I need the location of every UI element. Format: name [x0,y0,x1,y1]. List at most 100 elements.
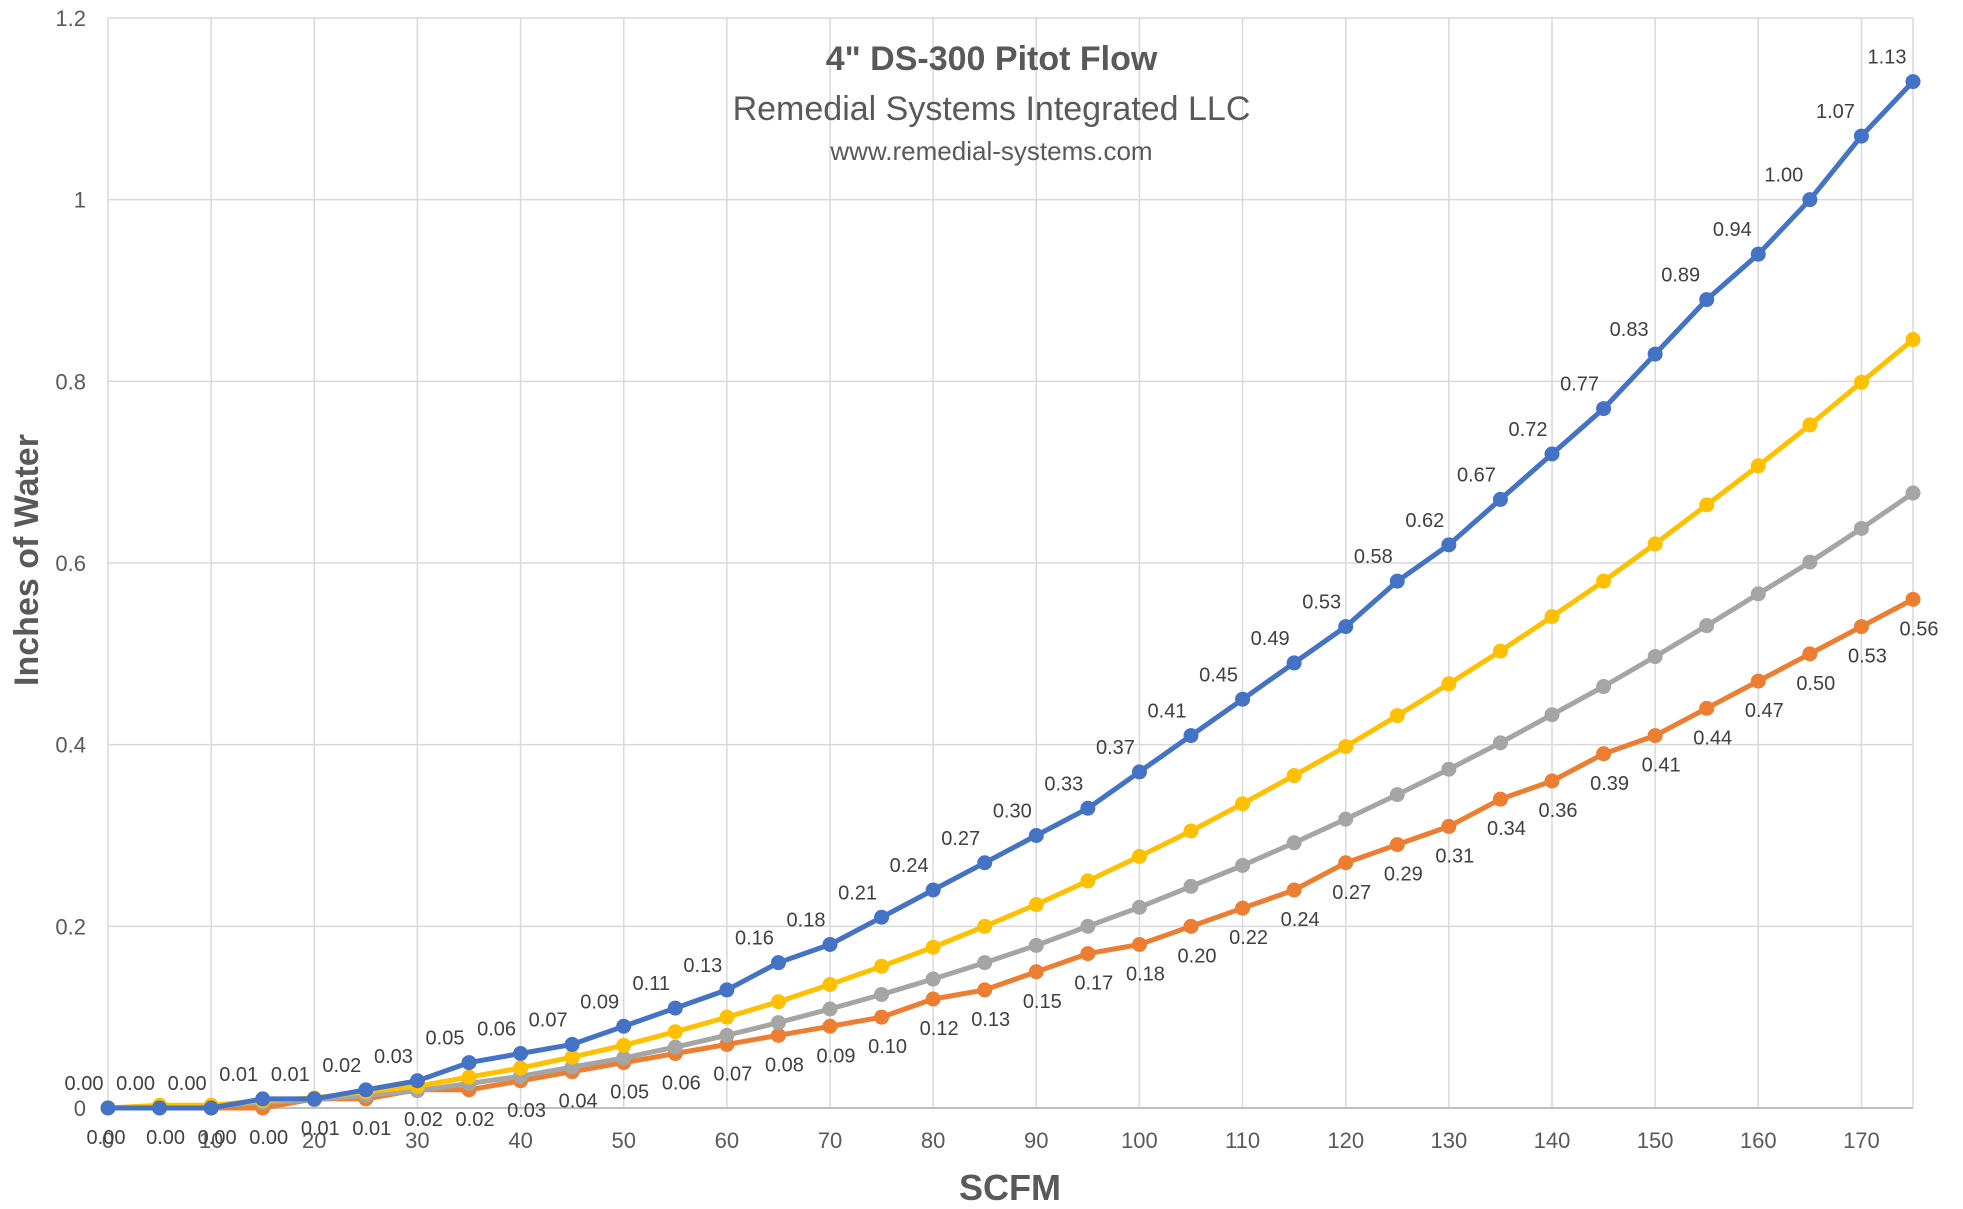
data-point [719,1027,735,1043]
data-label: 0.10 [868,1036,907,1058]
data-label: 0.04 [559,1091,598,1113]
data-label: 0.00 [198,1127,237,1149]
data-point [1750,458,1766,474]
data-point [1492,643,1508,659]
data-point [1338,738,1354,754]
data-point [1699,292,1715,308]
data-point [461,1055,477,1071]
data-point [1853,128,1869,144]
data-point [1183,728,1199,744]
data-point [1544,707,1560,723]
data-point [358,1082,374,1098]
data-point [1131,848,1147,864]
data-label: 0.00 [168,1073,207,1095]
data-label: 0.05 [610,1082,649,1104]
data-point [1389,708,1405,724]
series-line-3 [105,596,1916,1111]
data-label: 0.00 [65,1073,104,1095]
gridlines [107,17,1914,1109]
data-point [1699,497,1715,513]
data-point [1802,417,1818,433]
data-point [564,1049,580,1065]
data-point [1286,655,1302,671]
y-tick-label: 1 [74,188,86,213]
data-label: 0.30 [993,801,1032,823]
data-point [977,918,993,934]
data-point [616,1018,632,1034]
data-point [1235,691,1251,707]
data-point [1905,332,1921,348]
data-point [1905,591,1921,607]
data-point [1802,192,1818,208]
data-point [1338,811,1354,827]
data-label: 0.41 [1148,701,1187,723]
data-point [822,1001,838,1017]
x-tick-label: 10 [199,1128,223,1153]
x-tick-label: 90 [1024,1128,1048,1153]
x-tick-label: 80 [921,1128,945,1153]
x-tick-label: 110 [1225,1128,1260,1153]
x-tick-label: 160 [1740,1128,1777,1153]
data-label: 0.00 [249,1127,288,1149]
data-label: 0.01 [352,1118,391,1140]
data-point [822,976,838,992]
y-tick-label: 0.4 [55,733,86,758]
y-tick-label: 1.2 [55,6,86,31]
x-tick-label: 60 [715,1128,739,1153]
data-point [1647,728,1663,744]
data-label: 0.83 [1610,319,1649,341]
data-point [513,1046,529,1061]
data-point [1492,735,1508,751]
data-label: 0.37 [1096,737,1135,759]
data-point [203,1100,219,1116]
chart-title: 4" DS-300 Pitot Flow [825,40,1158,78]
data-label: 0.56 [1900,618,1939,640]
data-point [1750,246,1766,262]
data-label: 0.27 [1332,882,1371,904]
data-label: 0.22 [1229,927,1268,949]
series-line-2 [105,490,1916,1111]
data-point [977,955,993,971]
data-label: 0.44 [1693,727,1732,749]
data-point [925,882,941,898]
x-tick-label: 50 [611,1128,635,1153]
data-point [977,982,993,998]
data-point [1544,773,1560,789]
data-point [1544,609,1560,625]
data-label: 0.67 [1457,464,1496,486]
data-point [1853,619,1869,635]
data-point [874,958,890,974]
data-point [1596,401,1612,417]
data-label: 0.21 [838,882,877,904]
data-label: 0.34 [1487,818,1526,840]
y-tick-label: 0 [74,1096,86,1121]
data-point [616,1037,632,1053]
x-tick-label: 20 [302,1128,326,1153]
y-tick-label: 0.8 [55,369,86,394]
data-label: 0.00 [116,1073,155,1095]
data-point [1080,873,1096,889]
data-label: 0.00 [87,1127,126,1149]
data-label: 0.13 [971,1009,1010,1031]
data-point [1131,937,1147,952]
data-label: 0.01 [219,1064,258,1086]
y-axis-title: Inches of Water [8,434,46,686]
data-point [100,1100,116,1116]
data-label: 0.18 [787,910,826,932]
data-label: 0.45 [1199,664,1238,686]
data-point [1441,676,1457,692]
data-label: 0.09 [817,1045,856,1067]
data-label: 0.13 [683,955,722,977]
data-label: 0.15 [1023,991,1062,1013]
data-point [1183,823,1199,839]
data-point [1080,918,1096,934]
data-label: 0.41 [1642,755,1681,777]
data-label: 0.94 [1713,219,1752,241]
data-label: 0.02 [404,1109,443,1131]
y-tick-label: 0.6 [55,551,86,576]
data-label: 0.02 [322,1055,361,1077]
data-label: 1.07 [1816,101,1855,123]
data-point [1286,768,1302,784]
data-label: 0.29 [1384,864,1423,886]
